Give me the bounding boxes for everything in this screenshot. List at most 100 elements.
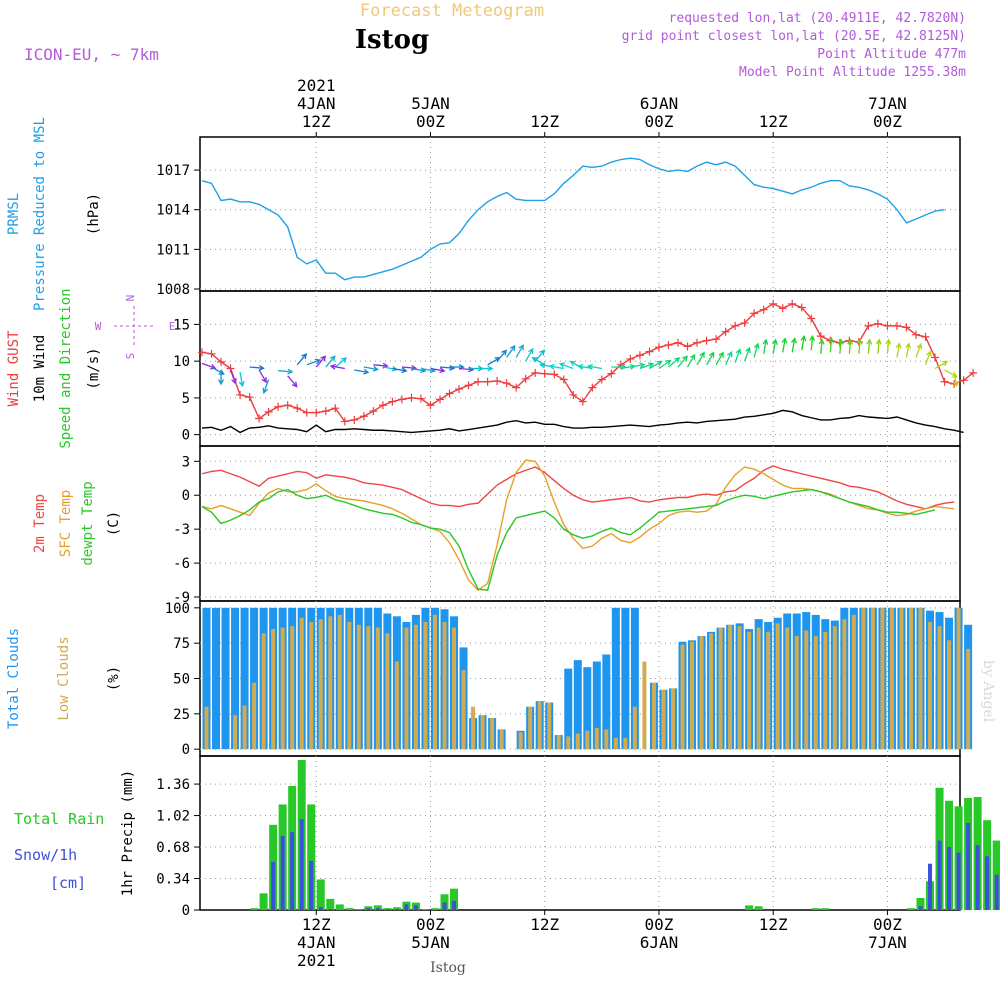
- wind-ticklabel-1: 5: [182, 391, 190, 407]
- panel-temperature: -9 -6 -3 0 3 2m Temp SFC Temp dewpt Temp (C): [32, 445, 961, 606]
- clouds-total-bar-45: [630, 607, 639, 750]
- precip-rain-bar-16: [354, 909, 363, 910]
- precip-snow-bar-12: [318, 907, 323, 910]
- wind-arrowhead-42: [586, 363, 593, 370]
- precip-rain-bar-12: [316, 879, 325, 910]
- pressure-frame: [199, 136, 961, 292]
- wind-arrow-55: [725, 351, 733, 366]
- clouds-low-bar-4: [242, 705, 247, 750]
- wind-arrowhead-58: [753, 342, 760, 349]
- wind-gust-marker-63: [797, 303, 806, 312]
- wind-arrowhead-57: [745, 346, 751, 354]
- temperature-frame: [199, 445, 961, 602]
- wind-arrowhead-76: [926, 350, 932, 357]
- top-time-label-0-0: 2021: [297, 76, 336, 95]
- wind-gust-marker-80: [959, 376, 968, 385]
- precip-ticklabel-0: 0: [182, 903, 190, 919]
- temperature-t2m-line: [201, 465, 955, 510]
- wind-gust-marker-12: [312, 408, 321, 417]
- wind-arrow-50: [677, 355, 688, 368]
- clouds-low-bar-68: [851, 614, 856, 750]
- wind-arrow-53: [705, 352, 715, 366]
- wind-arrowhead-51: [689, 353, 696, 360]
- model-altitude: Model Point Altitude 1255.38m: [739, 65, 966, 80]
- wind-arrowhead-79: [952, 381, 959, 388]
- wind-arrowhead-21: [411, 364, 418, 371]
- bottom-time-label-2-0: 12Z: [530, 915, 559, 934]
- wind-gust-marker-52: [693, 338, 702, 347]
- wind-gust-marker-36: [540, 369, 549, 378]
- wind-arrowhead-66: [828, 337, 835, 344]
- wind-gust-marker-48: [654, 343, 663, 352]
- clouds-low-bar-21: [404, 627, 409, 750]
- precip-rain-bar-6: [259, 893, 268, 910]
- wind-arrow-52: [696, 352, 705, 366]
- wind-gust-marker-11: [302, 408, 311, 417]
- clouds-low-bar-3: [233, 715, 238, 750]
- wind-arrowhead-14: [340, 357, 348, 363]
- clouds-total-bar-41: [592, 661, 601, 750]
- wind-arrowhead-0: [210, 363, 217, 370]
- wind-arrowhead-54: [718, 351, 724, 358]
- precip-snow-bar-25: [442, 902, 447, 910]
- wind-gust-marker-38: [559, 375, 568, 384]
- wind-gust-marker-43: [607, 369, 616, 378]
- precip-snow-bar-76: [928, 863, 933, 910]
- wind-gust-marker-70: [864, 321, 873, 330]
- wind-gust-marker-5: [245, 393, 254, 402]
- precip-snow-bar-75: [918, 906, 923, 910]
- wind-gust-marker-8: [274, 402, 283, 411]
- temperature-ylabel-2: dewpt Temp: [80, 481, 96, 565]
- clouds-low-bar-79: [956, 607, 961, 750]
- wind-arrow-35: [534, 350, 545, 362]
- wind-gust-marker-18: [369, 407, 378, 416]
- wind-gust-marker-51: [683, 342, 692, 351]
- temperature-ticklabel-2: -3: [173, 522, 190, 538]
- clouds-low-bar-39: [575, 733, 580, 750]
- station-name: Istog: [355, 25, 429, 55]
- wind-gust-marker-33: [512, 383, 521, 392]
- watermark: by Angel: [980, 660, 996, 723]
- precip-ticklabel-3: 1.02: [156, 809, 190, 825]
- clouds-low-bar-80: [966, 648, 971, 750]
- clouds-total-bar-38: [564, 668, 573, 750]
- precip-rain-bar-13: [326, 898, 335, 910]
- clouds-low-bar-8: [280, 627, 285, 750]
- wind-arrow-24: [430, 367, 445, 372]
- wind-gust-marker-46: [635, 351, 644, 360]
- wind-gust-marker-26: [445, 389, 454, 398]
- precip-rain-bar-24: [430, 908, 439, 910]
- precip-snow-bar-82: [985, 856, 990, 910]
- clouds-total-bar-43: [611, 607, 620, 750]
- wind-arrow-33: [515, 345, 524, 358]
- compass-n: N: [124, 295, 137, 302]
- panel-precip: 0 0.34 0.68 1.02 1.36 1hr Precip (mm) Total Ra…: [14, 755, 1000, 919]
- wind-arrowhead-61: [781, 337, 788, 344]
- wind-gust-marker-50: [674, 338, 682, 347]
- wind-arrowhead-39: [558, 362, 566, 368]
- clouds-low-bar-73: [899, 607, 904, 750]
- wind-gust-marker-71: [873, 319, 882, 328]
- clouds-low-bar-45: [632, 706, 637, 750]
- wind-arrowhead-3: [231, 378, 237, 385]
- precip-snow-bar-79: [956, 852, 961, 910]
- wind-arrow-38: [549, 365, 564, 370]
- clouds-total-bar-0: [202, 607, 211, 750]
- wind-arrow-75: [915, 344, 922, 358]
- wind-gust-marker-47: [645, 347, 654, 356]
- wind-arrowhead-55: [727, 350, 733, 358]
- wind-gust-marker-22: [407, 393, 416, 402]
- clouds-low-bar-30: [490, 718, 495, 750]
- clouds-low-bar-53: [709, 633, 714, 750]
- wind-gust-marker-9: [283, 401, 292, 410]
- precip-ticklabel-2: 0.68: [156, 840, 190, 856]
- wind-gust-marker-42: [597, 375, 606, 384]
- clouds-low-bar-10: [299, 617, 304, 750]
- wind-gust-marker-19: [378, 401, 387, 410]
- wind-arrowhead-6: [261, 377, 267, 384]
- bottom-time-label-4-0: 12Z: [759, 915, 788, 934]
- clouds-low-bar-50: [680, 644, 685, 750]
- clouds-total-bar-1: [212, 607, 221, 750]
- wind-arrowhead-16: [363, 368, 370, 375]
- wind-ticklabel-0: 0: [182, 428, 190, 444]
